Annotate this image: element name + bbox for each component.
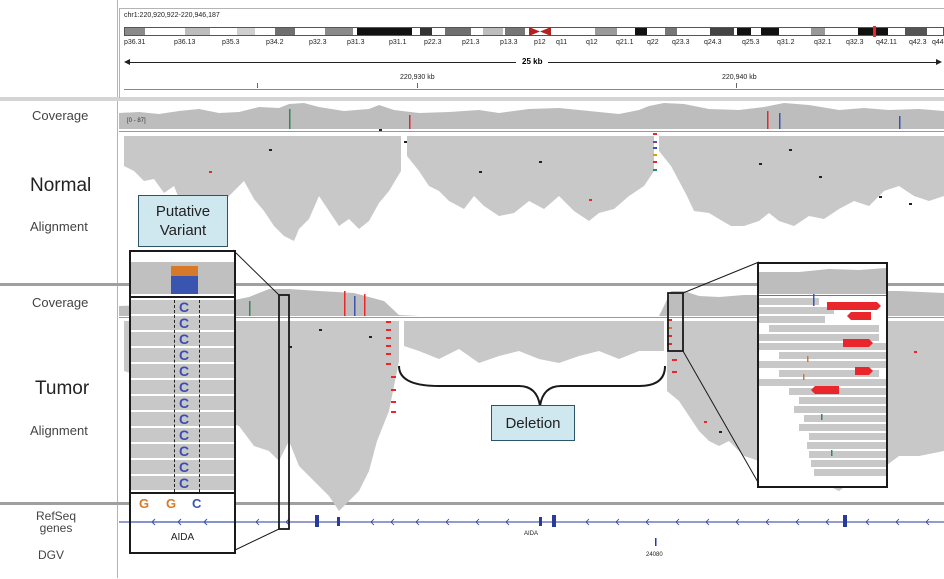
tumor-alignment-label: Alignment (30, 423, 88, 438)
refseq-label: RefSeq genes (36, 509, 77, 535)
variant-zoom-inset: C C C C C C C C C C C C G G C AIDA (129, 250, 236, 554)
band-label: q42.11 (876, 39, 897, 46)
putative-variant-callout: Putative Variant (138, 195, 228, 247)
band-label: q31.2 (777, 39, 795, 46)
span-label: 25 kb (516, 57, 549, 66)
coverage-range: [0 - 87] (127, 118, 146, 124)
chromosome-ideogram[interactable] (124, 26, 944, 37)
ruler-line (124, 89, 944, 90)
band-label: q32.3 (846, 39, 864, 46)
read-base: C (179, 363, 190, 379)
variant-allele-orange (171, 266, 198, 276)
locus-text: chr1:220,920,922-220,946,187 (124, 12, 220, 19)
arrow-right-icon (936, 59, 942, 65)
normal-title: Normal (30, 175, 92, 196)
band-label: q23.3 (672, 39, 690, 46)
normal-alignment-label: Alignment (30, 219, 88, 234)
variant-allele-blue (171, 276, 198, 294)
ref-base-g1: G (139, 496, 150, 511)
aida-gene-track: AIDA (119, 515, 944, 537)
band-label: p36.13 (174, 39, 196, 46)
normal-coverage-label: Coverage (32, 108, 89, 123)
band-label: p21.3 (462, 39, 480, 46)
inset-gene-label: AIDA (170, 532, 195, 543)
deletion-brace (398, 365, 666, 407)
tumor-separator (0, 502, 944, 505)
band-label: q22 (647, 39, 659, 46)
read-base: C (179, 459, 190, 475)
band-label: p35.3 (222, 39, 240, 46)
read-base: C (179, 379, 190, 395)
read-base: C (179, 315, 190, 331)
band-label: q21.1 (616, 39, 634, 46)
ref-base-c: C (192, 496, 202, 511)
ruler-tick (257, 83, 258, 88)
arrow-left-icon (124, 59, 130, 65)
inset-divider (131, 296, 234, 298)
band-label: p36.31 (124, 39, 146, 46)
dgv-track: 24080 (646, 538, 663, 558)
read-base: C (179, 347, 190, 363)
band-label: p13.3 (500, 39, 518, 46)
normal-coverage-histogram (119, 103, 944, 129)
tumor-coverage-histogram (119, 289, 944, 316)
breakpoint-highlight-box (667, 292, 684, 352)
header-separator (0, 97, 944, 101)
band-label: p12 (534, 39, 546, 46)
read-base: C (179, 427, 190, 443)
inset-divider-bottom (131, 492, 234, 494)
variant-highlight-box (278, 294, 290, 530)
inset-reads: C C C C C C C C C C C C (131, 300, 234, 492)
gene-label: AIDA (524, 531, 538, 537)
normal-read-pileup (124, 136, 944, 241)
band-labels: p36.31 p36.13 p35.3 p34.2 p32.3 p31.3 p3… (124, 9, 944, 49)
centromere-icon (529, 27, 551, 36)
normal-read-mismatches (209, 129, 912, 205)
ruler-label-1: 220,930 kb (400, 74, 435, 81)
read-base: C (179, 331, 190, 347)
band-label: p22.3 (424, 39, 442, 46)
breakpoint-zoom-inset (757, 262, 888, 488)
tumor-coverage-label: Coverage (32, 295, 89, 310)
inset-gene-strand (131, 518, 234, 526)
ruler-label-2: 220,940 kb (722, 74, 757, 81)
read-base: C (179, 475, 190, 491)
band-label: p31.1 (389, 39, 407, 46)
header-panel: chr1:220,920,922-220,946,187 p36.31 p36.… (119, 8, 944, 98)
normal-separator (0, 283, 944, 286)
read-base: C (179, 411, 190, 427)
band-label: p34.2 (266, 39, 284, 46)
clipped-reads (811, 302, 881, 394)
ruler-tick (736, 83, 737, 88)
band-label: q44 (932, 39, 944, 46)
band-label: q12 (586, 39, 598, 46)
band-label: p31.3 (347, 39, 365, 46)
reference-bases: G G C (131, 496, 234, 514)
band-label: q24.3 (704, 39, 722, 46)
read-base: C (179, 443, 190, 459)
band-label: q11 (556, 39, 568, 46)
read-base: C (179, 299, 190, 315)
band-label: q25.3 (742, 39, 760, 46)
read-base: C (179, 395, 190, 411)
tumor-read-mismatches (289, 319, 917, 433)
band-label: q42.3 (909, 39, 927, 46)
band-label: q32.1 (814, 39, 832, 46)
dgv-label: DGV (38, 548, 65, 562)
ref-base-g2: G (166, 496, 177, 511)
tumor-title: Tumor (35, 378, 90, 399)
ruler-tick (417, 83, 418, 88)
deletion-callout: Deletion (491, 405, 575, 441)
dgv-feature-label: 24080 (646, 552, 663, 558)
name-panel (0, 0, 118, 578)
band-label: p32.3 (309, 39, 327, 46)
